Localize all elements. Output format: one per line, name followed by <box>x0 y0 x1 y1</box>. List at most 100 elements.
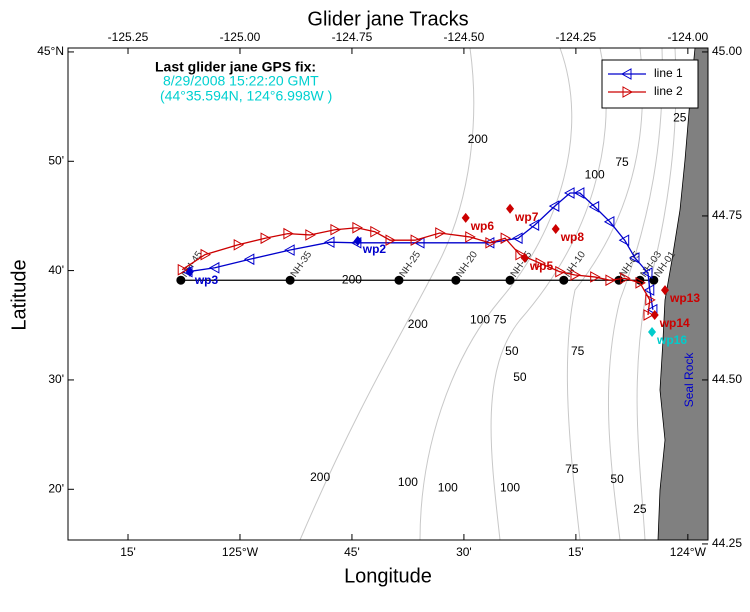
glider-track <box>187 192 654 310</box>
waypoint-label: wp6 <box>470 219 495 233</box>
bottom-tick-label: 45' <box>344 545 360 559</box>
track-marker <box>643 309 655 321</box>
map-title: Glider jane Tracks <box>307 8 468 30</box>
track-marker <box>570 269 582 281</box>
track-marker <box>243 253 255 266</box>
top-tick-label: -124.75 <box>332 30 373 44</box>
track-marker <box>588 200 600 213</box>
bottom-tick-label: 15' <box>568 545 584 559</box>
bottom-tick-label: 15' <box>120 545 136 559</box>
legend-label: line 2 <box>654 84 683 98</box>
waypoint <box>648 327 657 338</box>
track-marker <box>635 276 646 289</box>
track-marker <box>628 252 640 264</box>
fix-heading: Last glider jane GPS fix: <box>155 59 316 75</box>
waypoint-label: wp14 <box>659 316 690 330</box>
isobath-label: 75 <box>571 344 585 358</box>
top-tick-label: -124.00 <box>667 30 708 44</box>
track-marker <box>370 225 381 238</box>
track-marker <box>646 303 658 316</box>
track-marker <box>435 227 446 239</box>
y-axis-label: Latitude <box>8 259 30 330</box>
track-marker <box>352 221 363 234</box>
waypoint <box>353 235 362 246</box>
track-marker <box>284 244 295 256</box>
track-marker <box>260 232 272 245</box>
place-label: Seal Rock <box>682 352 696 408</box>
track-marker <box>620 272 631 285</box>
track-marker <box>555 265 566 278</box>
isobath <box>490 47 607 541</box>
isobath <box>299 47 475 541</box>
track-marker <box>500 232 512 245</box>
track-marker <box>618 234 630 247</box>
station <box>394 275 404 285</box>
legend-box <box>601 59 699 109</box>
isobath <box>566 47 643 541</box>
isobath-label: 25 <box>673 110 687 124</box>
isobath-label: 100 <box>500 480 520 494</box>
track-marker <box>485 236 496 249</box>
bottom-tick-label: 125°W <box>222 545 259 559</box>
waypoint-label: wp7 <box>514 210 539 224</box>
bottom-tick-label: 30' <box>456 545 472 559</box>
isobath-label: 75 <box>615 155 629 169</box>
waypoint-label: wp16 <box>656 333 687 347</box>
legend-label: line 1 <box>654 66 683 80</box>
isobath-label: 50 <box>505 344 519 358</box>
map-background <box>68 48 708 540</box>
isobath <box>636 47 677 541</box>
isobath-label: 100 <box>398 475 418 489</box>
right-tick-label: 44.50 <box>712 372 742 386</box>
track-marker <box>330 223 341 236</box>
track-marker <box>605 274 616 287</box>
top-tick-label: -124.25 <box>556 30 597 44</box>
left-tick-label: 20' <box>48 481 64 495</box>
isobath <box>607 47 663 541</box>
left-tick-label: 40' <box>48 263 64 277</box>
bottom-tick-label: 124°W <box>670 545 707 559</box>
track-marker <box>410 234 422 247</box>
isobath-label: 200 <box>408 317 428 331</box>
waypoint <box>650 309 659 320</box>
track-marker <box>643 284 655 296</box>
isobath-label: 50 <box>513 370 527 384</box>
station <box>176 275 186 285</box>
legend-marker <box>622 86 634 98</box>
isobath-label: 75 <box>493 312 507 326</box>
track-marker <box>645 294 656 306</box>
track-marker <box>177 263 189 276</box>
right-tick-label: 44.25 <box>712 536 742 550</box>
land <box>657 47 709 541</box>
waypoint-label: wp3 <box>194 273 219 287</box>
isobath <box>419 47 573 541</box>
top-tick-label: -125.00 <box>220 30 261 44</box>
waypoint <box>551 224 560 235</box>
glider-track <box>181 227 651 316</box>
fix-position: (44°35.594N, 124°6.998W ) <box>160 88 332 104</box>
track-marker <box>515 248 526 261</box>
isobath-label: 100 <box>470 312 490 326</box>
waypoint <box>461 212 470 223</box>
track-marker <box>512 232 523 245</box>
track-marker <box>465 231 476 243</box>
left-tick-label: 30' <box>48 372 64 386</box>
waypoint <box>506 203 515 214</box>
waypoint-label: wp13 <box>669 291 700 305</box>
track-marker <box>528 219 540 231</box>
waypoint <box>520 252 529 263</box>
track-marker <box>233 238 245 251</box>
station <box>505 275 515 285</box>
fix-time: 8/29/2008 15:22:20 GMT <box>163 73 319 89</box>
top-tick-label: -124.50 <box>444 30 485 44</box>
track-marker <box>200 248 212 261</box>
waypoint-label: wp5 <box>529 259 554 273</box>
waypoint-label: wp8 <box>560 230 585 244</box>
track-marker <box>603 215 615 228</box>
top-tick-label: -125.25 <box>108 30 149 44</box>
station <box>451 275 461 285</box>
waypoint-label: wp2 <box>362 242 387 256</box>
isobath-label: 200 <box>310 470 330 484</box>
left-tick-label: 45°N <box>37 44 64 58</box>
